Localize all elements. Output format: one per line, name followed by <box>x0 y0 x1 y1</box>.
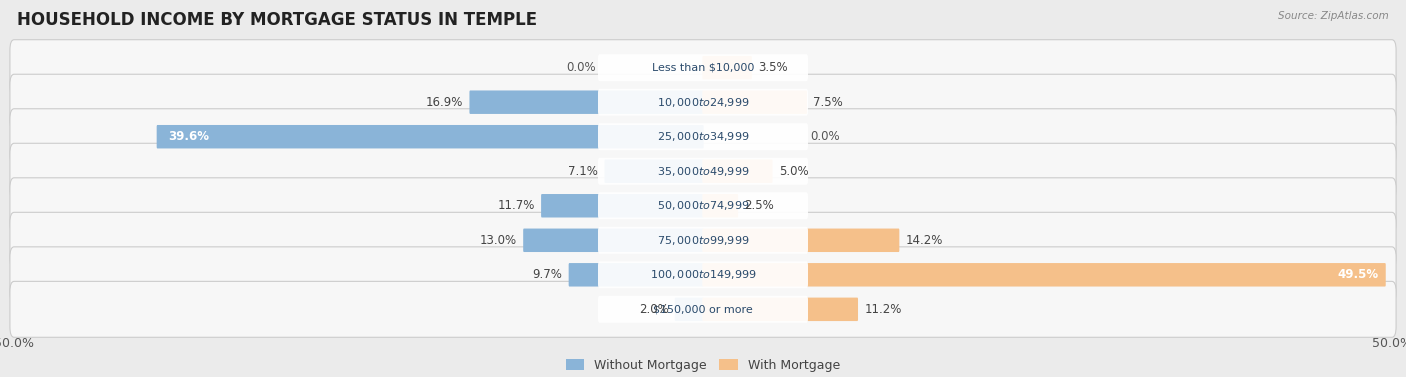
Text: HOUSEHOLD INCOME BY MORTGAGE STATUS IN TEMPLE: HOUSEHOLD INCOME BY MORTGAGE STATUS IN T… <box>17 11 537 29</box>
Text: Less than $10,000: Less than $10,000 <box>652 63 754 73</box>
FancyBboxPatch shape <box>568 263 703 287</box>
FancyBboxPatch shape <box>598 296 808 323</box>
Text: 0.0%: 0.0% <box>565 61 596 74</box>
FancyBboxPatch shape <box>598 54 808 81</box>
Text: $10,000 to $24,999: $10,000 to $24,999 <box>657 96 749 109</box>
FancyBboxPatch shape <box>605 159 703 183</box>
FancyBboxPatch shape <box>598 123 808 150</box>
FancyBboxPatch shape <box>10 212 1396 268</box>
Text: $50,000 to $74,999: $50,000 to $74,999 <box>657 199 749 212</box>
FancyBboxPatch shape <box>156 125 703 149</box>
FancyBboxPatch shape <box>10 178 1396 234</box>
Text: 3.5%: 3.5% <box>758 61 787 74</box>
Text: 2.5%: 2.5% <box>744 199 775 212</box>
FancyBboxPatch shape <box>703 228 900 252</box>
Text: 16.9%: 16.9% <box>426 96 463 109</box>
Text: $150,000 or more: $150,000 or more <box>654 304 752 314</box>
FancyBboxPatch shape <box>598 261 808 288</box>
Text: 0.0%: 0.0% <box>810 130 841 143</box>
FancyBboxPatch shape <box>523 228 703 252</box>
Text: 9.7%: 9.7% <box>533 268 562 281</box>
Text: 39.6%: 39.6% <box>169 130 209 143</box>
FancyBboxPatch shape <box>10 74 1396 130</box>
FancyBboxPatch shape <box>675 297 703 321</box>
Text: 13.0%: 13.0% <box>479 234 517 247</box>
FancyBboxPatch shape <box>10 40 1396 96</box>
FancyBboxPatch shape <box>598 192 808 219</box>
FancyBboxPatch shape <box>10 281 1396 337</box>
FancyBboxPatch shape <box>703 56 752 80</box>
FancyBboxPatch shape <box>703 263 1386 287</box>
Text: 7.1%: 7.1% <box>568 165 599 178</box>
Text: 14.2%: 14.2% <box>905 234 943 247</box>
FancyBboxPatch shape <box>541 194 703 218</box>
Text: 7.5%: 7.5% <box>813 96 844 109</box>
FancyBboxPatch shape <box>703 90 807 114</box>
FancyBboxPatch shape <box>598 158 808 185</box>
Text: Source: ZipAtlas.com: Source: ZipAtlas.com <box>1278 11 1389 21</box>
FancyBboxPatch shape <box>703 194 738 218</box>
Text: 11.2%: 11.2% <box>865 303 901 316</box>
Text: 5.0%: 5.0% <box>779 165 808 178</box>
Text: $35,000 to $49,999: $35,000 to $49,999 <box>657 165 749 178</box>
Text: $25,000 to $34,999: $25,000 to $34,999 <box>657 130 749 143</box>
FancyBboxPatch shape <box>10 247 1396 303</box>
FancyBboxPatch shape <box>10 143 1396 199</box>
FancyBboxPatch shape <box>470 90 703 114</box>
FancyBboxPatch shape <box>703 159 772 183</box>
FancyBboxPatch shape <box>598 227 808 254</box>
Text: $100,000 to $149,999: $100,000 to $149,999 <box>650 268 756 281</box>
Text: 11.7%: 11.7% <box>498 199 534 212</box>
Legend: Without Mortgage, With Mortgage: Without Mortgage, With Mortgage <box>561 354 845 377</box>
Text: 2.0%: 2.0% <box>638 303 669 316</box>
FancyBboxPatch shape <box>598 89 808 116</box>
Text: $75,000 to $99,999: $75,000 to $99,999 <box>657 234 749 247</box>
FancyBboxPatch shape <box>10 109 1396 165</box>
Text: 49.5%: 49.5% <box>1337 268 1378 281</box>
FancyBboxPatch shape <box>703 297 858 321</box>
